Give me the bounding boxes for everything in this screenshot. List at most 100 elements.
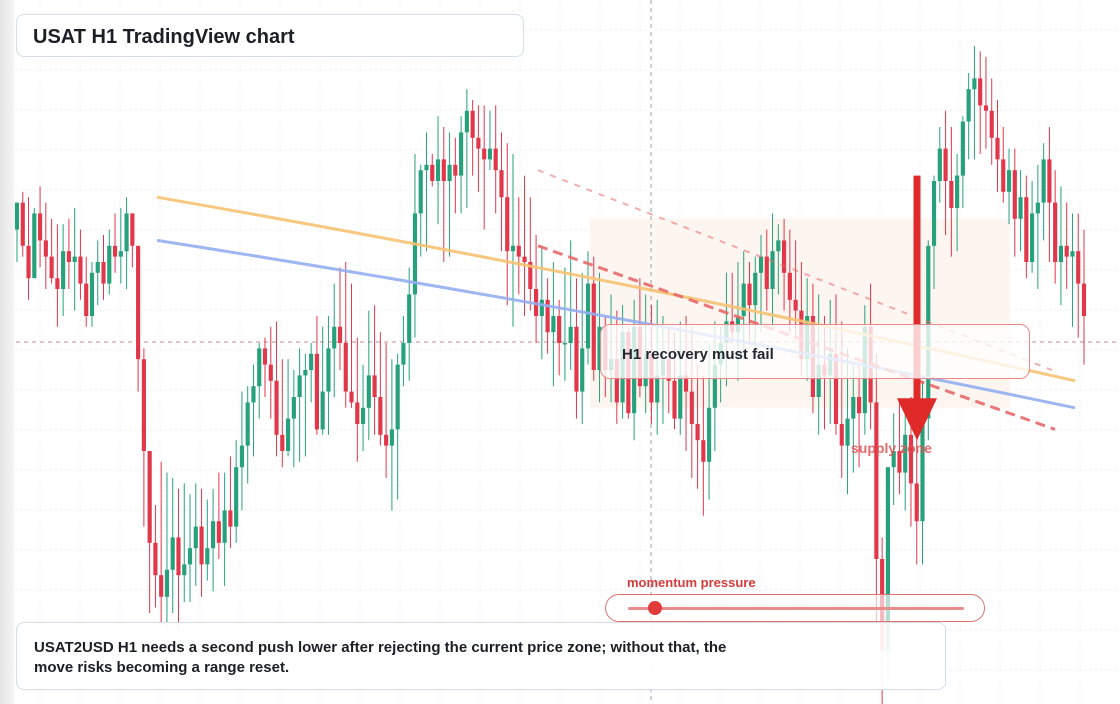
candle-body xyxy=(239,445,245,468)
candle-body xyxy=(401,343,406,365)
candle-body xyxy=(914,483,919,522)
candle-body xyxy=(983,105,989,111)
candle-body xyxy=(407,294,412,343)
candle-body xyxy=(510,245,516,252)
candle-body xyxy=(389,429,394,446)
momentum-gauge-knob xyxy=(647,601,662,615)
candle-body xyxy=(193,526,198,549)
candle-body xyxy=(689,391,694,424)
candle-body xyxy=(782,240,787,273)
candle-body xyxy=(297,375,302,397)
candle-body xyxy=(1041,159,1046,203)
candle-body xyxy=(274,380,279,435)
candle-body xyxy=(753,272,758,306)
analysis-note: USAT2USD H1 needs a second push lower af… xyxy=(34,639,727,676)
candle-body xyxy=(764,256,769,289)
candle-body xyxy=(793,299,798,311)
candle-body xyxy=(395,364,400,430)
candle-body xyxy=(580,348,585,392)
candle-body xyxy=(280,434,285,451)
analysis-note-card: USAT2USD H1 needs a second push lower af… xyxy=(16,622,946,690)
candle-body xyxy=(1053,202,1058,262)
candle-body xyxy=(228,510,233,527)
candle-body xyxy=(441,159,446,181)
candle-body xyxy=(897,451,902,473)
candle-body xyxy=(522,256,527,262)
candle-body xyxy=(908,434,914,484)
candle-body xyxy=(176,537,181,576)
candle-body xyxy=(562,343,567,345)
candle-body xyxy=(568,326,573,343)
candle-body xyxy=(360,407,366,424)
candle-body xyxy=(851,397,856,419)
candle-body xyxy=(61,251,66,289)
candle-body xyxy=(291,397,296,419)
candle-body xyxy=(655,375,660,403)
candle-body xyxy=(839,424,844,446)
candle-body xyxy=(741,283,746,316)
candle-body xyxy=(384,434,389,446)
candle-body xyxy=(972,78,977,90)
candle-body xyxy=(412,213,418,295)
candle-body xyxy=(153,542,158,576)
candle-body xyxy=(874,402,879,559)
candle-body xyxy=(309,353,314,370)
candle-body xyxy=(978,78,983,106)
candle-body xyxy=(1018,197,1023,219)
recovery-callout: H1 recovery must fail xyxy=(600,324,1030,379)
candle-body xyxy=(84,283,89,316)
candle-body xyxy=(447,164,452,181)
candle-body xyxy=(845,418,850,446)
candle-body xyxy=(937,148,942,181)
candle-body xyxy=(528,262,533,289)
candle-body xyxy=(931,181,937,246)
candle-body xyxy=(147,451,152,543)
candle-body xyxy=(787,272,792,300)
candle-body xyxy=(482,148,487,160)
candle-body xyxy=(32,213,37,279)
candle-body xyxy=(262,348,268,365)
candle-body xyxy=(499,170,504,198)
candle-body xyxy=(66,251,71,262)
candle-body xyxy=(211,521,216,549)
candle-body xyxy=(960,121,965,176)
candle-body xyxy=(251,386,256,403)
left-edge-strip xyxy=(0,0,14,704)
candle-body xyxy=(712,364,717,408)
candle-body xyxy=(95,262,100,273)
candle-body xyxy=(418,170,423,214)
candle-body xyxy=(49,256,54,279)
candle-body xyxy=(1035,202,1040,214)
candle-body xyxy=(949,181,954,208)
candle-body xyxy=(539,299,544,316)
candle-body xyxy=(187,548,193,565)
candle-body xyxy=(453,164,458,176)
candle-body xyxy=(476,137,481,149)
candle-body xyxy=(1081,283,1087,316)
candle-body xyxy=(747,283,752,306)
candle-body xyxy=(349,391,354,403)
candle-body xyxy=(164,569,170,597)
candle-body xyxy=(856,397,862,414)
candle-body xyxy=(885,467,890,651)
candle-body xyxy=(245,402,250,446)
candle-body xyxy=(372,375,377,397)
chart-title: USAT H1 TradingView chart xyxy=(33,26,295,48)
candle-body xyxy=(903,434,908,473)
candle-body xyxy=(303,370,308,376)
down-arrow-icon xyxy=(897,398,937,441)
candle-body xyxy=(72,256,77,262)
candle-body xyxy=(343,343,348,392)
candle-body xyxy=(355,402,360,424)
candle-body xyxy=(234,467,239,527)
candle-body xyxy=(989,110,994,138)
candle-body xyxy=(424,164,429,171)
candle-body xyxy=(493,148,498,171)
candle-body xyxy=(1070,251,1075,257)
candle-body xyxy=(695,424,700,441)
candle-body xyxy=(920,418,925,522)
candle-body xyxy=(268,364,273,381)
candle-body xyxy=(26,245,31,279)
momentum-label: momentum pressure xyxy=(627,575,756,590)
candle-body xyxy=(1024,197,1029,262)
